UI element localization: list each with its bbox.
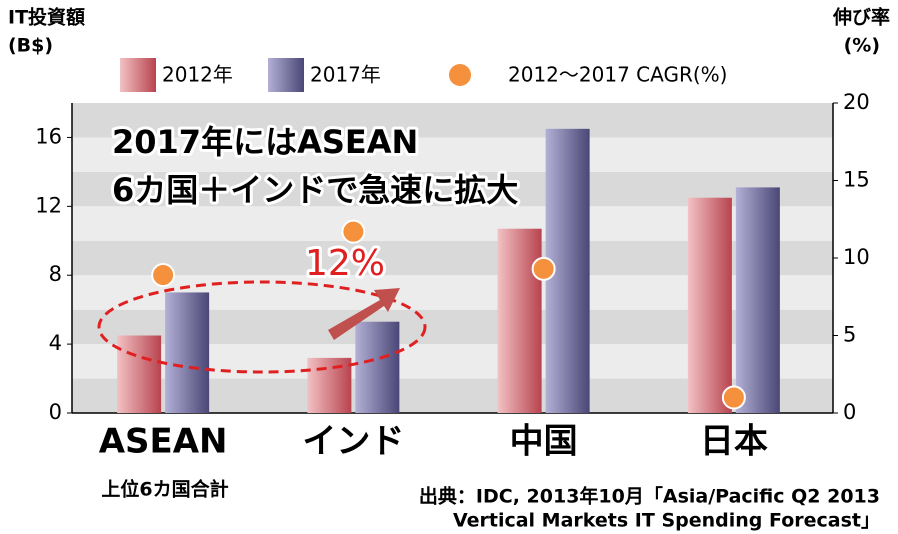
x-tick-label: インド	[302, 422, 404, 462]
y-tick-label: 8	[49, 262, 62, 286]
bar	[165, 292, 210, 413]
y-tick-label: 16	[35, 124, 62, 148]
category-note: 上位6カ国合計	[101, 478, 228, 501]
annotation: 6カ国＋インドで急速に拡大	[112, 171, 518, 209]
cagr-dot	[721, 385, 746, 410]
cagr-dot	[341, 219, 366, 244]
stripe	[72, 137, 833, 172]
annotation: 12%	[305, 243, 385, 284]
x-tick-label: 日本	[700, 422, 768, 462]
legend-swatch	[268, 58, 304, 92]
cagr-dot	[151, 263, 176, 288]
x-tick-label: ASEAN	[99, 422, 228, 462]
x-tick-label: 中国	[510, 422, 578, 462]
y2-tick-label: 20	[843, 90, 870, 114]
bar	[735, 187, 780, 413]
bar	[687, 197, 732, 413]
trend-arrow	[328, 288, 400, 340]
bar	[307, 357, 352, 413]
annotation: 2017年にはASEAN	[112, 123, 418, 161]
y2-tick-label: 10	[843, 245, 870, 269]
bar	[355, 321, 400, 413]
y-axis-title: (B$)	[8, 35, 53, 57]
cagr-dot	[531, 256, 556, 281]
y-tick-label: 0	[49, 400, 62, 424]
y-tick-label: 12	[35, 193, 62, 217]
legend-label: 2012～2017 CAGR(%)	[508, 63, 727, 87]
y2-axis-title: 伸び率	[832, 6, 890, 29]
y2-tick-label: 0	[843, 400, 856, 424]
source: 出典：IDC, 2013年10月「Asia/Pacific Q2 2013	[419, 485, 880, 508]
y2-tick-label: 15	[843, 168, 870, 192]
y2-tick-label: 5	[843, 323, 856, 347]
highlight-ellipse	[97, 280, 427, 374]
legend-swatch	[449, 64, 471, 86]
bar	[117, 335, 162, 413]
y-axis-title: IT投資額	[8, 6, 85, 29]
source: Vertical Markets IT Spending Forecast」	[453, 510, 880, 532]
legend-label: 2017年	[310, 63, 381, 87]
legend-label: 2012年	[162, 63, 233, 87]
bar	[497, 228, 542, 413]
stripe	[72, 103, 833, 138]
legend-swatch	[120, 58, 156, 92]
y2-axis-title: (%)	[844, 35, 880, 57]
y-tick-label: 4	[49, 331, 62, 355]
